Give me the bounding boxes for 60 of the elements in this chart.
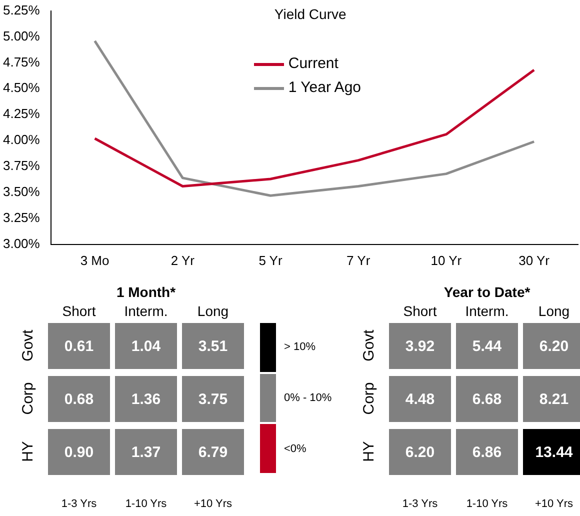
- y-tick-label: Govt: [360, 328, 378, 364]
- category-label: > 10%: [284, 341, 316, 354]
- data-label: 6.68: [472, 390, 502, 408]
- x-tick-label: 5 Yr: [258, 252, 283, 268]
- x-tick-label: 3 Mo: [80, 252, 110, 268]
- text: +10 Yrs: [192, 498, 234, 510]
- data-label: 3.92: [405, 338, 435, 354]
- y-tick-label: Corp: [360, 381, 378, 417]
- category-label: 0% - 10%: [284, 392, 332, 404]
- x-tick-label: Interm.: [464, 303, 510, 319]
- legend-label: 1 Year Ago: [288, 78, 361, 98]
- data-label: 0.90: [64, 444, 94, 460]
- data-label: 0.61: [64, 338, 94, 354]
- data-label: 5.44: [472, 338, 502, 354]
- y-tick-label: 3.75%: [2, 158, 40, 174]
- y-tick-label: 4.75%: [2, 54, 40, 70]
- y-tick-label: 5.25%: [2, 2, 40, 18]
- data-label: 6.20: [539, 338, 569, 354]
- y-tick-label: 3.25%: [2, 210, 40, 226]
- data-label: 1.37: [131, 444, 161, 460]
- x-tick-label: 2 Yr: [170, 252, 196, 268]
- data-label: 6.86: [472, 444, 502, 460]
- legend-label: Current: [288, 54, 338, 74]
- text: +10 Yrs: [534, 498, 574, 510]
- y-tick-label: 4.25%: [2, 106, 40, 122]
- y-tick-label: HY: [20, 440, 36, 464]
- data-label: 13.44: [535, 444, 573, 460]
- data-label: 3.75: [198, 390, 228, 408]
- text: 1-3 Yrs: [60, 498, 98, 510]
- data-label: 1.04: [131, 338, 161, 354]
- data-label: 6.20: [405, 444, 435, 460]
- y-tick-label: 3.00%: [2, 236, 40, 251]
- x-tick-label: Long: [196, 303, 230, 319]
- data-label: 6.79: [198, 444, 228, 460]
- x-tick-label: 10 Yr: [430, 252, 462, 268]
- y-tick-label: 4.50%: [2, 80, 40, 96]
- chart-title: 1 Month*: [115, 284, 177, 300]
- chart-title: Year to Date*: [442, 284, 532, 300]
- category-label: <0%: [284, 442, 306, 455]
- y-tick-label: 4.00%: [2, 132, 40, 148]
- y-tick-label: Govt: [20, 328, 36, 364]
- x-tick-label: Short: [402, 303, 438, 319]
- x-tick-label: Short: [61, 303, 97, 319]
- data-label: 4.48: [405, 390, 435, 408]
- text: 1-10 Yrs: [465, 498, 509, 510]
- data-label: 8.21: [539, 390, 569, 408]
- y-tick-label: Corp: [20, 381, 36, 417]
- data-label: 3.51: [198, 338, 228, 354]
- chart-title: Yield Curve: [274, 6, 346, 22]
- y-tick-label: 5.00%: [2, 28, 40, 44]
- x-tick-label: Long: [537, 303, 571, 319]
- data-label: 0.68: [64, 390, 94, 408]
- text: 1-10 Yrs: [124, 498, 168, 510]
- text: 1-3 Yrs: [401, 498, 439, 510]
- x-tick-label: Interm.: [123, 303, 169, 319]
- data-label: 1.36: [131, 390, 161, 408]
- y-tick-label: HY: [360, 440, 378, 464]
- x-tick-label: 30 Yr: [518, 252, 550, 268]
- y-tick-label: 3.50%: [2, 184, 40, 200]
- x-tick-label: 7 Yr: [346, 252, 371, 268]
